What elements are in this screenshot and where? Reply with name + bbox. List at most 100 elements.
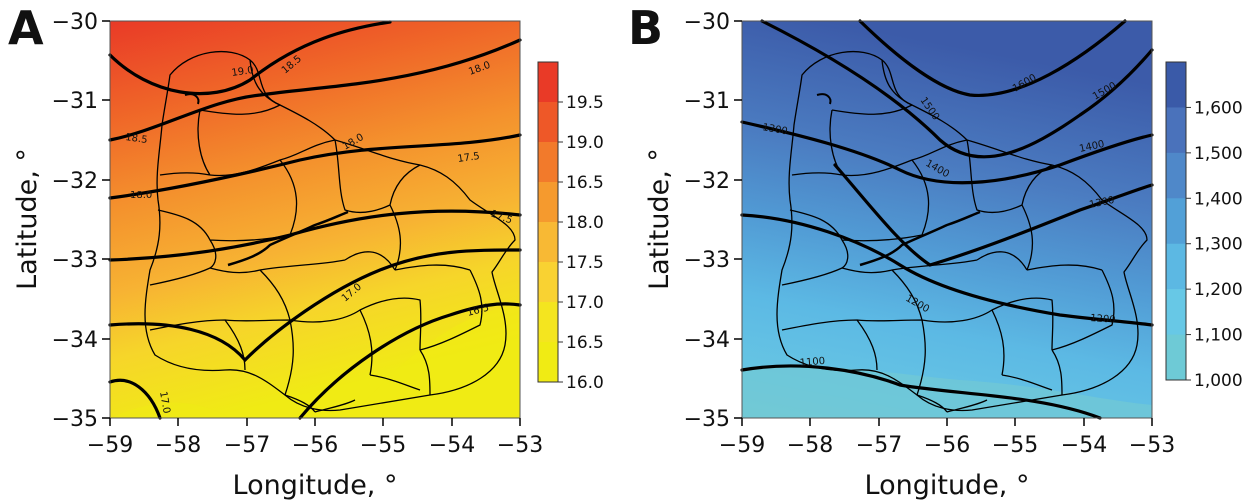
colorbar-swatch <box>538 222 558 263</box>
contour-label: 17.0 <box>157 391 172 415</box>
contour-label: 1300 <box>761 122 788 137</box>
contour-label: 18.5 <box>125 132 149 146</box>
y-tick-label: −30 <box>684 10 730 35</box>
colorbar-swatch <box>538 262 558 303</box>
y-tick-label: −32 <box>52 169 98 194</box>
department-borders <box>144 50 516 413</box>
colorbar-tick-label: 1,400 <box>1194 189 1243 209</box>
y-tick-label: −34 <box>684 328 730 353</box>
y-tick-label: −31 <box>52 89 98 114</box>
axis-ticks <box>102 20 521 426</box>
colorbar: 1,600 1,500 1,400 1,300 1,200 1,100 1,000 <box>1165 61 1243 391</box>
map-area: 1600 1500 1500 1400 1400 1300 1300 1200 … <box>740 19 1154 420</box>
contour-label: 1200 <box>1090 313 1116 326</box>
x-tick-label: −58 <box>155 433 201 458</box>
colorbar-swatch <box>538 62 558 103</box>
colorbar-swatch <box>538 182 558 223</box>
contour-line-1300 <box>833 163 1154 267</box>
border-segment <box>816 93 832 105</box>
x-tick-labels: −59 −58 −57 −56 −55 −54 −53 <box>87 433 543 458</box>
colorbar-tick-label: 1,600 <box>1194 98 1243 118</box>
colorbar-swatch <box>538 142 558 183</box>
rio-negro-reservoir <box>227 210 349 267</box>
colorbar-frame <box>1165 61 1187 381</box>
contour-line-1100 <box>740 364 1102 420</box>
border-segment <box>781 297 1063 396</box>
x-axis-label: Longitude, ° <box>233 470 398 501</box>
y-tick-label: −33 <box>52 248 98 273</box>
border-segment <box>789 139 1053 271</box>
colorbar-swatch <box>1166 334 1186 381</box>
border-segment <box>249 59 281 106</box>
x-tick-labels: −59 −58 −57 −56 −55 −54 −53 <box>719 433 1175 458</box>
y-tick-label: −35 <box>52 407 98 432</box>
x-tick-label: −58 <box>787 433 833 458</box>
colorbar-tick-label: 1,300 <box>1194 235 1243 255</box>
x-tick-label: −54 <box>1061 433 1107 458</box>
y-tick-label: −30 <box>52 10 98 35</box>
border-segment <box>781 251 1115 351</box>
colorbar-tick-label: 16.0 <box>566 373 604 393</box>
colorbar-tick-label: 19.5 <box>566 93 604 113</box>
border-segment <box>916 394 988 413</box>
contour-line-1400 <box>740 120 1154 185</box>
y-tick-label: −34 <box>52 328 98 353</box>
colorbar-tick-label: 1,200 <box>1194 280 1243 300</box>
y-tick-label: −33 <box>684 248 730 273</box>
border-segment <box>791 104 968 177</box>
contour-line-17-0-left <box>108 378 162 420</box>
y-tick-label: −32 <box>684 169 730 194</box>
colorbar-swatch <box>1166 152 1186 199</box>
uruguay-outline <box>144 50 516 412</box>
x-tick-label: −53 <box>1129 433 1175 458</box>
border-segment <box>881 59 913 106</box>
contour-label: 1300 <box>1088 195 1115 211</box>
panel-letter: B <box>628 1 663 55</box>
contour-label: 1100 <box>799 356 825 369</box>
contour-line-18-0 <box>108 133 522 200</box>
contour-line-18-5 <box>108 38 522 142</box>
colorbar-swatch <box>1166 198 1186 245</box>
colorbar-swatch <box>1166 107 1186 154</box>
y-tick-label: −35 <box>684 407 730 432</box>
colorbar-tick-label: 17.0 <box>566 293 604 313</box>
colorbar-tick-label: 19.0 <box>566 133 604 153</box>
colorbar-tick-label: 1,500 <box>1194 144 1243 164</box>
colorbar-tick-label: 17.5 <box>566 253 604 273</box>
contour-label: 19.0 <box>231 65 255 79</box>
colorbar-tick-label: 1,100 <box>1194 326 1243 346</box>
x-tick-label: −57 <box>224 433 270 458</box>
x-tick-label: −57 <box>856 433 902 458</box>
contour-label: 17.5 <box>457 151 481 165</box>
colorbar-tick-label: 16.5 <box>566 333 604 353</box>
colorbar-swatch <box>538 302 558 343</box>
y-tick-labels: −30 −31 −32 −33 −34 −35 <box>684 10 730 432</box>
border-segment <box>157 139 421 271</box>
contour-line-1600 <box>858 19 1127 97</box>
border-segment <box>159 104 336 177</box>
x-tick-label: −59 <box>719 433 765 458</box>
axis-ticks <box>734 20 1153 426</box>
map-area: 19.0 18.5 18.0 18.5 18.0 18.0 17.5 17.5 … <box>108 20 522 420</box>
contour-line-17-0 <box>108 248 522 363</box>
contour-line-19-0 <box>108 20 392 96</box>
panel-b: B 1600 150 <box>628 1 1243 501</box>
colorbar: 19.5 19.0 16.5 18.0 17.5 17.0 16.5 16.0 <box>537 61 604 393</box>
border-segment <box>149 251 483 351</box>
x-axis-label: Longitude, ° <box>865 470 1030 501</box>
y-tick-labels: −30 −31 −32 −33 −34 −35 <box>52 10 98 432</box>
panel-letter: A <box>8 1 44 55</box>
x-tick-label: −55 <box>992 433 1038 458</box>
temperature-field-low <box>350 305 520 418</box>
border-segment <box>149 297 431 396</box>
colorbar-tick-label: 18.0 <box>566 213 604 233</box>
x-tick-label: −59 <box>87 433 133 458</box>
colorbar-swatch <box>1166 243 1186 290</box>
x-tick-label: −56 <box>924 433 970 458</box>
colorbar-swatch <box>1166 62 1186 108</box>
contour-line-16-5 <box>298 302 522 420</box>
rio-negro-reservoir <box>859 210 981 267</box>
y-axis-label: Latitude, ° <box>644 148 675 290</box>
y-tick-label: −31 <box>684 89 730 114</box>
x-tick-label: −56 <box>292 433 338 458</box>
